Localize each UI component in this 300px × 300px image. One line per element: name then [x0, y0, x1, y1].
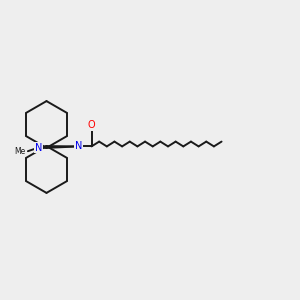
Text: O: O: [88, 120, 95, 130]
Text: N: N: [75, 141, 82, 152]
Text: Me: Me: [14, 147, 26, 156]
Text: N: N: [35, 142, 42, 153]
